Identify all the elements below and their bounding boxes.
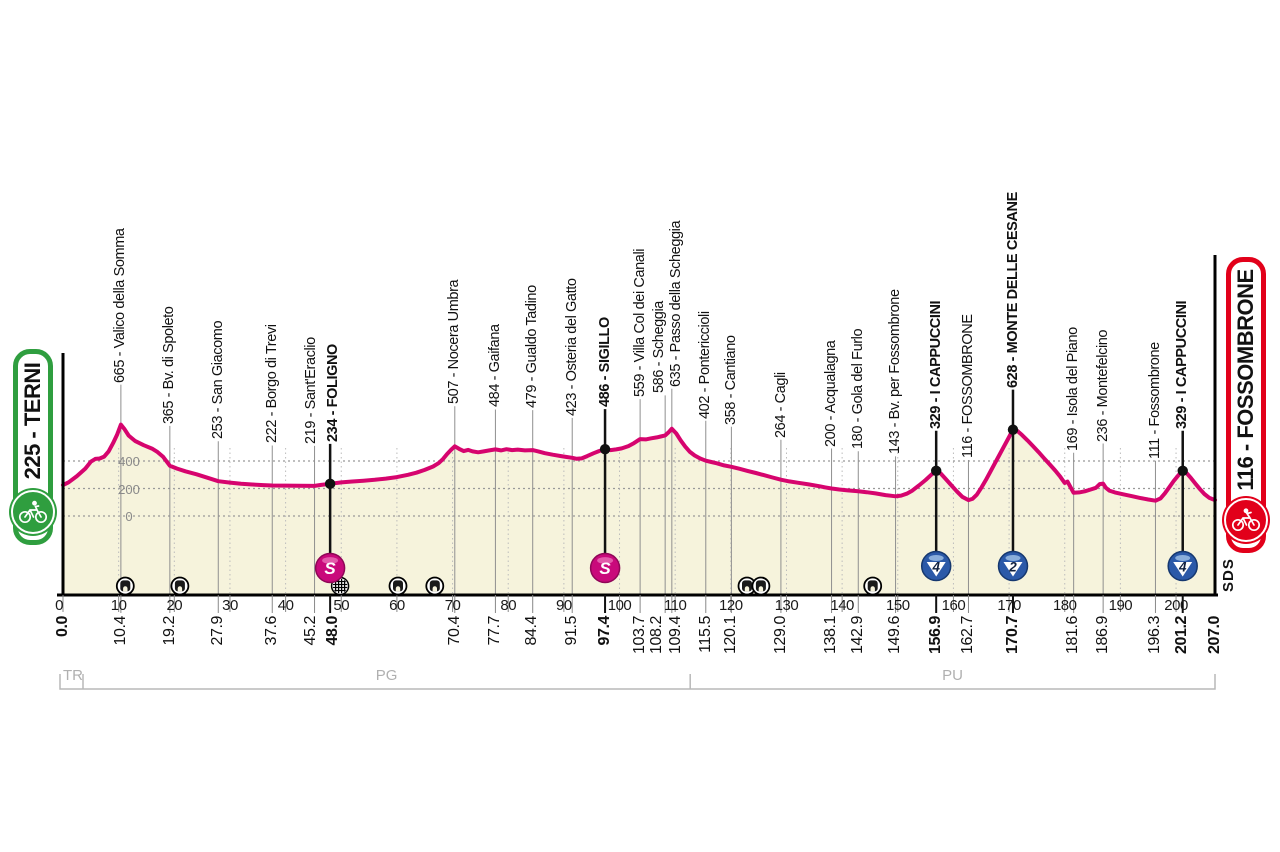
category-4-climb-icon: 4 bbox=[920, 550, 952, 582]
sds-watermark: SDS bbox=[1220, 558, 1237, 592]
marker-dot bbox=[930, 465, 942, 476]
bicycle-icon bbox=[11, 490, 55, 534]
finish-badge-label: 116 - FOSSOMBRONE bbox=[1233, 269, 1258, 491]
svg-text:4: 4 bbox=[931, 560, 940, 575]
start-badge-label: 225 - TERNI bbox=[20, 362, 45, 480]
svg-text:2: 2 bbox=[1008, 560, 1017, 575]
region-bracket bbox=[59, 674, 1216, 690]
svg-text:4: 4 bbox=[1178, 560, 1187, 575]
svg-text:S: S bbox=[324, 559, 336, 578]
tunnel-icon bbox=[388, 576, 408, 596]
tunnel-icon bbox=[115, 576, 135, 596]
marker-dot bbox=[599, 443, 611, 455]
profile-line bbox=[61, 422, 1217, 503]
marker-dot bbox=[1007, 424, 1019, 435]
tunnel-icon bbox=[425, 576, 445, 596]
tunnel-icon bbox=[170, 576, 190, 596]
category-4-climb-icon: 4 bbox=[1167, 550, 1198, 582]
sprint-icon: S bbox=[589, 552, 621, 584]
marker-dot bbox=[1177, 465, 1188, 476]
sprint-icon: S bbox=[314, 552, 346, 584]
tunnel-icon bbox=[751, 576, 771, 596]
marker-dot bbox=[324, 478, 336, 490]
category-2-climb-icon: 2 bbox=[997, 550, 1029, 582]
bicycle-icon bbox=[1224, 498, 1268, 542]
svg-text:S: S bbox=[599, 559, 611, 578]
tunnel-icon bbox=[863, 576, 883, 596]
profile-area bbox=[63, 424, 1215, 594]
